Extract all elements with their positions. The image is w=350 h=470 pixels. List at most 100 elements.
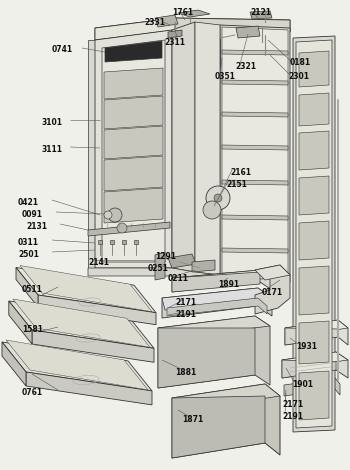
Text: 1871: 1871 <box>182 415 203 424</box>
Text: 2171: 2171 <box>175 298 196 307</box>
Polygon shape <box>220 25 290 275</box>
Text: 0761: 0761 <box>22 388 43 397</box>
Polygon shape <box>222 215 288 220</box>
Polygon shape <box>16 267 156 313</box>
Polygon shape <box>2 342 26 386</box>
Polygon shape <box>9 301 32 344</box>
Polygon shape <box>88 40 95 268</box>
Text: 2191: 2191 <box>175 310 196 319</box>
Polygon shape <box>222 80 288 85</box>
Polygon shape <box>172 272 260 292</box>
Text: 0311: 0311 <box>18 238 39 247</box>
Polygon shape <box>110 240 114 244</box>
Polygon shape <box>282 352 348 378</box>
Text: 1581: 1581 <box>22 325 43 334</box>
Polygon shape <box>26 372 152 405</box>
Text: 1891: 1891 <box>218 280 239 289</box>
Text: 0091: 0091 <box>22 210 43 219</box>
Text: 1881: 1881 <box>175 368 196 377</box>
Text: 3111: 3111 <box>42 145 63 154</box>
Polygon shape <box>255 265 290 314</box>
Polygon shape <box>134 240 138 244</box>
Circle shape <box>117 223 127 233</box>
Polygon shape <box>284 378 340 396</box>
Polygon shape <box>222 112 288 117</box>
Polygon shape <box>104 188 163 223</box>
Polygon shape <box>88 222 170 236</box>
Text: 2321: 2321 <box>235 62 256 71</box>
Text: 0741: 0741 <box>52 45 73 54</box>
Polygon shape <box>299 51 329 87</box>
Polygon shape <box>296 40 332 428</box>
Polygon shape <box>285 320 348 345</box>
Polygon shape <box>299 266 329 315</box>
Polygon shape <box>172 22 195 272</box>
Polygon shape <box>98 240 102 244</box>
Polygon shape <box>195 22 220 275</box>
Polygon shape <box>299 176 329 215</box>
Text: 2161: 2161 <box>230 168 251 177</box>
Polygon shape <box>168 30 182 38</box>
Text: 2131: 2131 <box>26 222 47 231</box>
Text: 1931: 1931 <box>296 342 317 351</box>
Circle shape <box>104 211 112 219</box>
Polygon shape <box>285 328 338 345</box>
Polygon shape <box>2 342 152 391</box>
Text: 2151: 2151 <box>226 180 247 189</box>
Polygon shape <box>168 254 196 268</box>
Polygon shape <box>192 260 215 272</box>
Polygon shape <box>285 320 348 336</box>
Polygon shape <box>104 126 163 159</box>
Polygon shape <box>172 270 280 298</box>
Polygon shape <box>299 131 329 170</box>
Polygon shape <box>175 18 290 32</box>
Text: 0251: 0251 <box>148 264 169 273</box>
Polygon shape <box>155 15 178 27</box>
Circle shape <box>206 186 230 210</box>
Text: 0511: 0511 <box>22 285 43 294</box>
Polygon shape <box>222 180 288 185</box>
Polygon shape <box>6 340 148 390</box>
Polygon shape <box>172 396 265 458</box>
Text: 2121: 2121 <box>250 8 271 17</box>
Polygon shape <box>282 360 336 378</box>
Text: 2311: 2311 <box>164 38 186 47</box>
Polygon shape <box>155 252 165 280</box>
Polygon shape <box>299 221 329 260</box>
Text: 2171: 2171 <box>282 400 303 409</box>
Polygon shape <box>88 268 290 282</box>
Polygon shape <box>95 30 172 268</box>
Polygon shape <box>158 316 270 338</box>
Polygon shape <box>299 321 329 364</box>
Text: 0171: 0171 <box>262 288 283 297</box>
Circle shape <box>108 208 122 222</box>
Circle shape <box>203 201 221 219</box>
Polygon shape <box>178 10 210 17</box>
Polygon shape <box>162 288 272 318</box>
Polygon shape <box>172 384 280 458</box>
Text: 2141: 2141 <box>88 258 109 267</box>
Polygon shape <box>95 18 290 40</box>
Text: 0181: 0181 <box>290 58 311 67</box>
Text: 3101: 3101 <box>42 118 63 127</box>
Polygon shape <box>158 328 255 388</box>
Polygon shape <box>102 40 165 262</box>
Text: 2301: 2301 <box>288 72 309 81</box>
Circle shape <box>214 194 222 202</box>
Polygon shape <box>104 68 163 99</box>
Polygon shape <box>222 27 288 274</box>
Polygon shape <box>13 299 150 347</box>
Polygon shape <box>104 96 163 129</box>
Polygon shape <box>299 371 329 420</box>
Polygon shape <box>38 295 156 325</box>
Text: 2191: 2191 <box>282 412 303 421</box>
Polygon shape <box>172 270 272 286</box>
Polygon shape <box>222 50 288 55</box>
Polygon shape <box>222 145 288 150</box>
Text: 2331: 2331 <box>145 18 166 27</box>
Polygon shape <box>16 267 38 307</box>
Text: 1761: 1761 <box>173 8 194 17</box>
Polygon shape <box>162 288 272 310</box>
Polygon shape <box>282 352 348 368</box>
Polygon shape <box>255 265 290 280</box>
